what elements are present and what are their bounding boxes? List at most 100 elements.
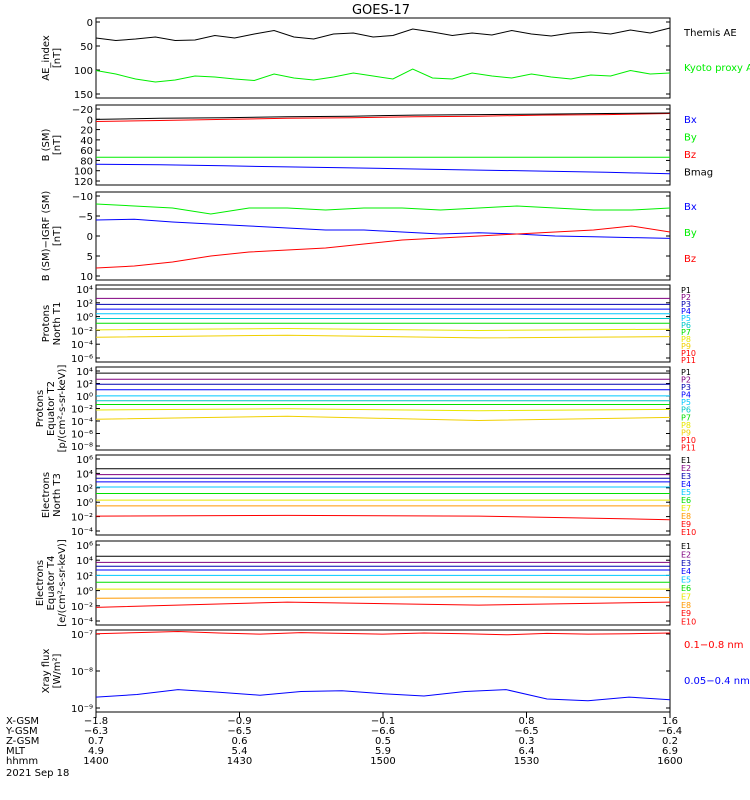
y-tick-label: 60 xyxy=(80,146,93,157)
y-tick-label: 10⁻⁶ xyxy=(71,354,93,365)
series-line-p9 xyxy=(95,415,671,422)
legend-label: P10 xyxy=(681,436,696,445)
y-axis-label: ProtonsNorth T1 xyxy=(41,302,63,346)
legend-label: E2 xyxy=(681,550,691,559)
x-tick-value: −6.6 xyxy=(371,726,395,737)
legend-label: P6 xyxy=(681,406,691,415)
series-line-0.1−0.8-nm xyxy=(95,630,671,636)
legend-label: P2 xyxy=(681,293,691,302)
series-line-by xyxy=(95,203,671,215)
y-axis-label-line: Equator T2 xyxy=(46,381,57,436)
y-tick-label: 10⁶ xyxy=(76,455,93,466)
legend-label: Bx xyxy=(684,202,697,213)
legend-label: E4 xyxy=(681,567,691,576)
x-tick-value: −6.3 xyxy=(84,726,108,737)
legend-label: By xyxy=(684,228,697,239)
x-tick-value: 1530 xyxy=(514,756,539,767)
x-tick-value: 1600 xyxy=(657,756,682,767)
x-tick-value: 0.7 xyxy=(88,736,104,747)
y-tick-label: 50 xyxy=(80,42,93,53)
legend-label: P11 xyxy=(681,356,696,365)
legend-label: P4 xyxy=(681,307,691,316)
x-tick-value: 5.4 xyxy=(232,746,248,757)
series-line-themis-ae xyxy=(95,27,671,42)
y-axis-label-line: [e/(cm²-s-sr-keV)] xyxy=(57,539,68,627)
series-line-0.05−0.4-nm xyxy=(95,689,671,702)
series-line-p8 xyxy=(95,327,671,332)
y-tick-label: 10⁻² xyxy=(71,405,93,416)
legend-label: E6 xyxy=(681,584,691,593)
panel-frame xyxy=(95,191,671,281)
series-line-bz xyxy=(95,225,671,269)
y-tick-label: 100 xyxy=(74,66,93,77)
legend-label: Kyoto proxy AE xyxy=(684,63,750,74)
series-line-bz xyxy=(95,113,671,122)
x-tick-value: 6.9 xyxy=(662,746,678,757)
y-tick-label: 0 xyxy=(87,232,93,243)
y-tick-label: 10⁴ xyxy=(76,556,93,567)
legend-label: E8 xyxy=(681,601,691,610)
legend-label: E3 xyxy=(681,559,691,568)
x-row-label: Y-GSM xyxy=(5,726,38,737)
x-tick-value: 0.6 xyxy=(232,736,248,747)
series-line-bmag xyxy=(95,112,671,120)
x-tick-value: 1400 xyxy=(83,756,108,767)
plot-title: GOES-17 xyxy=(352,3,410,18)
legend-label: E4 xyxy=(681,480,691,489)
x-tick-value: −1.8 xyxy=(84,716,108,727)
y-tick-label: 0 xyxy=(87,115,93,126)
legend-label: E3 xyxy=(681,472,691,481)
legend-label: Bmag xyxy=(684,168,713,179)
legend-label: Bz xyxy=(684,150,696,161)
legend-label: P6 xyxy=(681,321,691,330)
y-tick-label: 10² xyxy=(76,299,93,310)
x-tick-value: 0.8 xyxy=(519,716,535,727)
x-tick-value: 4.9 xyxy=(88,746,104,757)
legend-label: P7 xyxy=(681,328,691,337)
y-axis-label: ElectronsEquator T4[e/(cm²-s-sr-keV)] xyxy=(35,539,68,627)
y-tick-label: 10² xyxy=(76,380,93,391)
y-tick-label: 20 xyxy=(80,126,93,137)
y-axis-label-line: [nT] xyxy=(52,226,63,246)
y-tick-label: 10² xyxy=(76,484,93,495)
legend-label: 0.1−0.8 nm xyxy=(684,640,743,651)
date-label: 2021 Sep 18 xyxy=(6,768,69,779)
series-line-e9 xyxy=(95,514,671,521)
legend-label: E2 xyxy=(681,464,691,473)
x-axis-table: −1.8−6.30.74.91400−0.9−6.50.65.41430−0.1… xyxy=(5,712,683,779)
series-line-p9 xyxy=(95,334,671,339)
legend-label: E5 xyxy=(681,576,691,585)
y-axis-label: Xray flux[W/m²] xyxy=(41,649,63,694)
legend-label: P5 xyxy=(681,314,691,323)
x-tick-value: 1.6 xyxy=(662,716,678,727)
legend-label: E10 xyxy=(681,528,696,537)
y-tick-label: −20 xyxy=(72,105,93,116)
y-axis-label-line: Protons xyxy=(41,305,52,342)
legend-label: Themis AE xyxy=(683,28,737,39)
legend-label: E10 xyxy=(681,618,696,627)
y-tick-label: 10⁻² xyxy=(71,326,93,337)
panel-frame xyxy=(95,540,671,626)
panel-frame xyxy=(95,454,671,536)
legend-label: Bz xyxy=(684,254,696,265)
y-axis-label-line: B (SM)−IGRF (SM) xyxy=(41,191,52,282)
series-line-bx xyxy=(95,218,671,239)
legend-label: P7 xyxy=(681,413,691,422)
legend-label: P10 xyxy=(681,349,696,358)
panel-frame xyxy=(95,104,671,186)
y-tick-label: 10⁰ xyxy=(76,587,93,598)
series-line-e9 xyxy=(95,601,671,608)
y-tick-label: 0 xyxy=(87,18,93,29)
legend-label: P1 xyxy=(681,286,691,295)
y-axis-label-line: North T3 xyxy=(52,473,63,517)
legend-label: P2 xyxy=(681,376,691,385)
legend-label: E7 xyxy=(681,504,691,513)
x-row-label: Z-GSM xyxy=(6,736,39,747)
panel-8: 10⁻⁷ 10⁻⁸ 10⁻⁹ Xray flux[W/m²] 0.1−0.8 nm 0.0… xyxy=(41,629,750,715)
legend-label: By xyxy=(684,133,697,144)
y-tick-label: 10⁻⁶ xyxy=(71,430,93,441)
legend-label: E1 xyxy=(681,456,691,465)
